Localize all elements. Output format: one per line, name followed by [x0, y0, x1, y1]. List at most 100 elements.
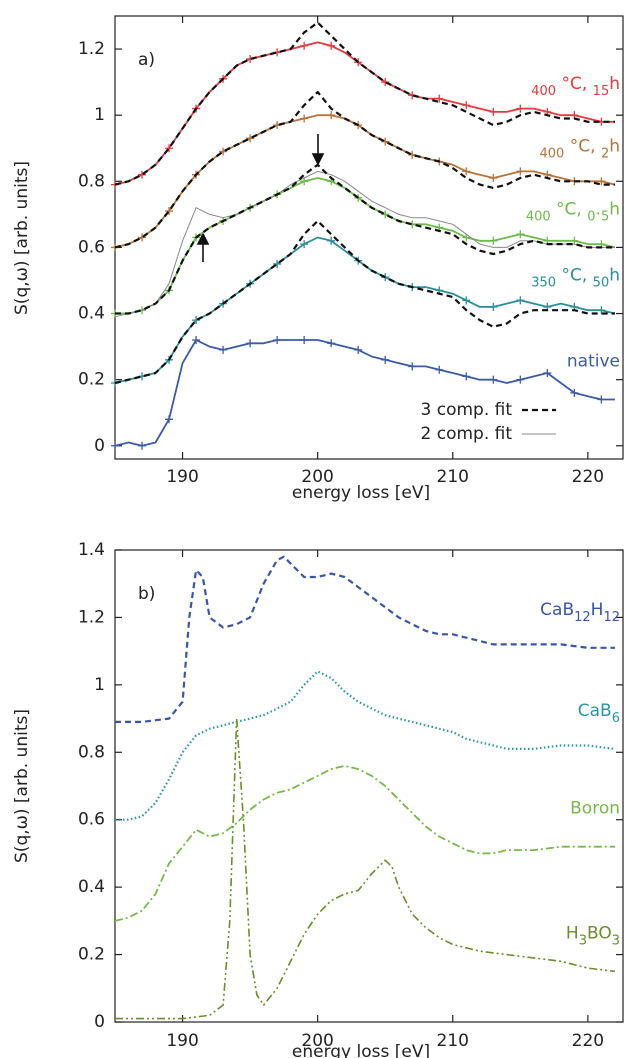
- y-tick-label: 1.2: [78, 39, 105, 59]
- data-marker: [462, 296, 471, 305]
- x-axis-label: energy loss [eV]: [292, 483, 430, 503]
- series-label: native: [567, 351, 620, 371]
- data-marker: [489, 236, 498, 245]
- subscript: 12: [603, 610, 620, 625]
- data-marker: [597, 306, 606, 315]
- y-tick-label: 0.8: [78, 171, 105, 191]
- subscript: 50: [593, 276, 610, 291]
- subscript: 12: [574, 610, 591, 625]
- y-tick-label: 0.6: [78, 237, 105, 257]
- y-tick-label: 0.2: [78, 370, 105, 390]
- x-tick-label: 200: [301, 1031, 333, 1051]
- series-label: CaB12H12: [540, 600, 620, 625]
- x-tick-label: 200: [301, 467, 333, 487]
- data-marker: [165, 207, 174, 216]
- arrow: [196, 134, 325, 262]
- y-tick-label: 0: [94, 1012, 105, 1032]
- data-marker: [192, 335, 201, 344]
- y-tick-label: 1: [94, 105, 105, 125]
- series-line: [114, 236, 616, 384]
- data-marker: [381, 210, 390, 219]
- formula-part: .: [596, 199, 601, 219]
- data-marker: [273, 335, 282, 344]
- formula-part: h: [609, 199, 620, 219]
- formula-part: h: [609, 137, 620, 157]
- formula-part: BO: [587, 923, 612, 943]
- plot-frame: [114, 549, 624, 1023]
- y-axis-label: S(q,ω) [arb. units]: [12, 161, 32, 315]
- data-marker: [597, 395, 606, 404]
- data-marker: [516, 104, 525, 113]
- y-tick-label: 0.6: [78, 810, 105, 830]
- formula-part: h: [609, 74, 620, 94]
- data-marker: [327, 41, 336, 50]
- x-axis-label: energy loss [eV]: [292, 1042, 430, 1058]
- formula-part: H: [566, 923, 579, 943]
- subscript: 3: [579, 933, 587, 948]
- data-marker: [462, 167, 471, 176]
- series-label: 400 °C, 0.5h: [526, 199, 620, 224]
- y-tick-label: 0: [94, 436, 105, 456]
- data-marker: [219, 147, 228, 156]
- plot-frame: [114, 15, 624, 460]
- data-marker: [489, 107, 498, 116]
- data-marker: [327, 236, 336, 245]
- data-marker: [273, 259, 282, 268]
- data-marker: [192, 316, 201, 325]
- formula-part: °C,: [564, 137, 601, 157]
- data-marker: [246, 339, 255, 348]
- series-line: [114, 90, 615, 249]
- subscript: 2: [601, 147, 609, 162]
- series-line: [114, 219, 615, 385]
- subscript: 400: [540, 147, 565, 162]
- data-marker: [300, 335, 309, 344]
- data-marker: [165, 144, 174, 153]
- data-marker: [219, 345, 228, 354]
- data-marker: [327, 111, 336, 120]
- data-marker: [489, 375, 498, 384]
- data-marker: [354, 345, 363, 354]
- subscript: 400: [531, 84, 556, 99]
- series-line: [115, 163, 615, 315]
- x-tick-label: 210: [437, 1031, 469, 1051]
- y-tick-label: 0.2: [78, 945, 105, 965]
- data-marker: [138, 233, 147, 242]
- data-marker: [489, 302, 498, 311]
- data-marker: [489, 173, 498, 182]
- y-tick-label: 0.4: [78, 877, 105, 897]
- data-marker: [381, 355, 390, 364]
- data-marker: [408, 362, 417, 371]
- subscript: 5: [601, 209, 609, 224]
- data-marker: [462, 372, 471, 381]
- panel-label: b): [138, 584, 155, 604]
- data-marker: [246, 134, 255, 143]
- y-tick-label: 1.4: [78, 540, 105, 560]
- data-marker: [597, 177, 606, 186]
- data-marker: [570, 388, 579, 397]
- series-line: [115, 670, 616, 821]
- data-marker: [435, 365, 444, 374]
- data-marker: [570, 236, 579, 245]
- formula-part: CaB: [540, 600, 574, 620]
- series-line: [114, 170, 615, 318]
- x-tick-label: 190: [166, 1031, 198, 1051]
- subscript: 400: [526, 209, 551, 224]
- data-marker: [111, 441, 119, 450]
- formula-part: CaB: [578, 701, 612, 721]
- data-marker: [138, 170, 147, 179]
- series-line: [114, 764, 615, 922]
- data-marker: [165, 415, 174, 424]
- data-marker: [381, 137, 390, 146]
- y-axis-label: S(q,ω) [arb. units]: [12, 709, 32, 863]
- data-marker: [462, 233, 471, 242]
- x-tick-label: 220: [572, 1031, 604, 1051]
- data-marker: [543, 369, 552, 378]
- y-tick-label: 1: [94, 675, 105, 695]
- formula-part: °C,: [556, 266, 593, 286]
- series-line: [115, 717, 615, 1020]
- series-label: 400 °C, 2h: [540, 137, 620, 162]
- series-label: Boron: [570, 799, 620, 819]
- series-line: [114, 339, 615, 447]
- formula-part: h: [609, 266, 620, 286]
